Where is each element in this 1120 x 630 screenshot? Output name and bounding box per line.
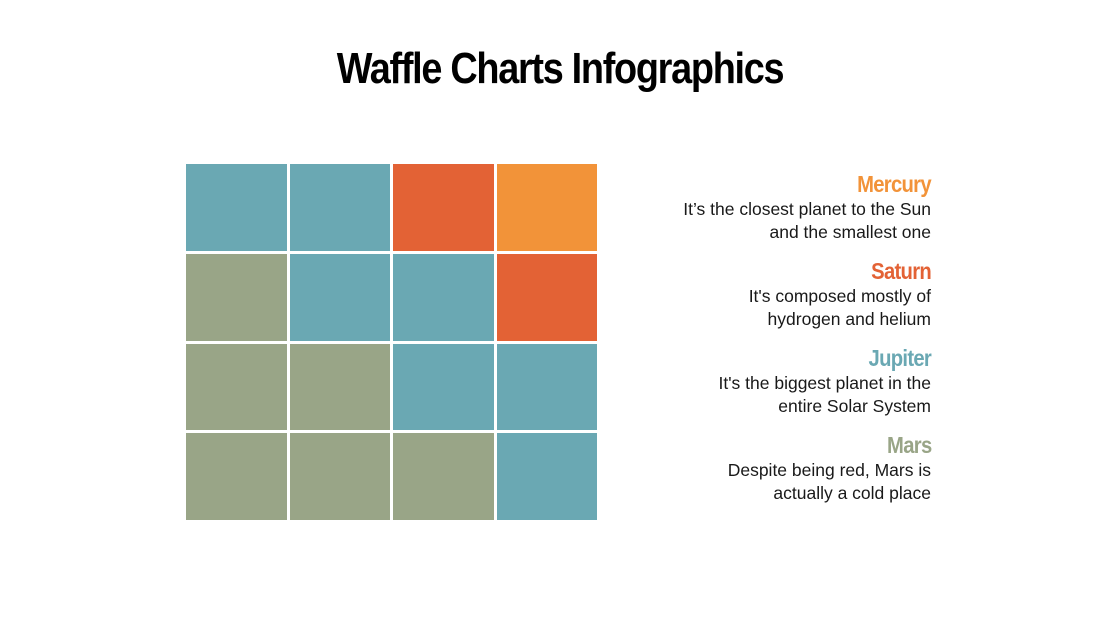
legend: Mercury It’s the closest planet to the S… [611,170,931,518]
legend-item-saturn: Saturn It's composed mostly of hydrogen … [611,257,932,331]
waffle-cell-mars [289,343,390,431]
waffle-cell-saturn [393,164,494,251]
legend-description: It’s the closest planet to the Sun [683,199,931,219]
waffle-cell-jupiter [496,343,597,431]
waffle-cell-jupiter [393,343,494,431]
legend-description: It's composed mostly of [748,286,931,306]
waffle-cell-mars [393,433,494,520]
legend-name: Mars [886,432,932,458]
legend-item-mercury: Mercury It’s the closest planet to the S… [611,170,931,244]
legend-description: and the smallest one [769,222,932,242]
waffle-cell-jupiter [186,164,287,251]
waffle-cell-jupiter [289,164,390,251]
legend-item-mars: Mars Despite being red, Mars is actually… [611,431,932,505]
legend-name: Jupiter [868,345,931,371]
legend-description: It's the biggest planet in the [718,373,931,393]
legend-name: Saturn [871,258,932,284]
waffle-cell-mars [289,433,390,520]
waffle-cell-saturn [496,253,597,341]
legend-description: actually a cold place [773,483,931,503]
waffle-chart [186,164,597,520]
waffle-cell-jupiter [289,253,390,341]
legend-description: Despite being red, Mars is [727,460,931,480]
waffle-cell-mars [186,253,287,341]
waffle-cell-jupiter [393,253,494,341]
legend-item-jupiter: Jupiter It's the biggest planet in the e… [611,344,931,418]
waffle-cell-mars [186,433,287,520]
waffle-cell-jupiter [496,433,597,520]
legend-name: Mercury [857,171,932,197]
waffle-cell-mercury [496,164,597,251]
legend-description: entire Solar System [778,396,931,416]
waffle-cell-mars [186,343,287,431]
legend-description: hydrogen and helium [767,309,931,329]
page-title: Waffle Charts Infographics [336,44,785,93]
